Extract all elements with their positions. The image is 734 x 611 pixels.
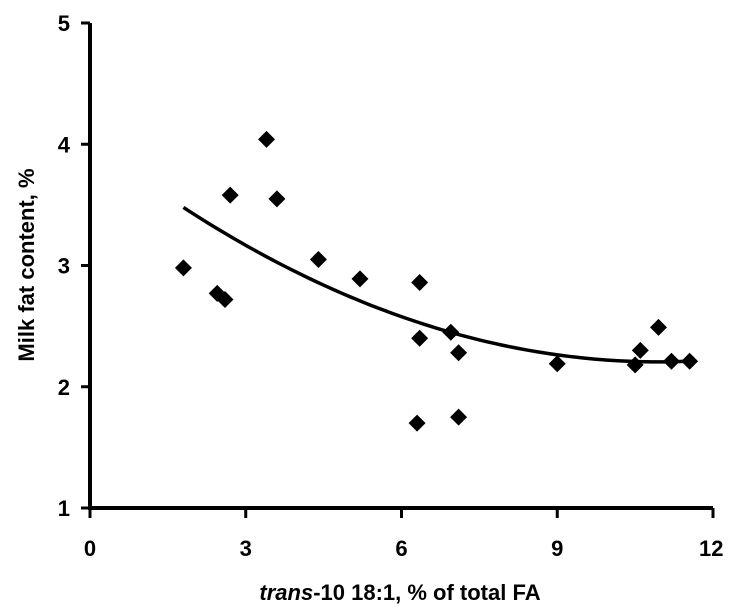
y-tick-label: 2 [58, 375, 70, 400]
y-tick-label: 3 [58, 254, 70, 279]
x-tick-label: 6 [395, 536, 407, 561]
data-point [411, 329, 429, 347]
x-tick-label: 9 [551, 536, 563, 561]
x-tick-label: 12 [699, 536, 723, 561]
data-point [450, 344, 468, 362]
x-axis-title-italic: trans [259, 580, 313, 605]
data-points [174, 130, 699, 432]
y-tick-label: 5 [58, 11, 70, 36]
y-tick-label: 1 [58, 496, 70, 521]
data-point [351, 270, 369, 288]
y-tick-label: 4 [58, 132, 71, 157]
data-point [442, 323, 460, 341]
data-point [631, 341, 649, 359]
data-point [649, 318, 667, 336]
data-point [411, 273, 429, 291]
data-point [548, 355, 566, 373]
x-axis-title-rest: -10 18:1, % of total FA [313, 580, 540, 605]
y-axis-title: Milk fat content, % [14, 168, 39, 361]
data-point [450, 408, 468, 426]
x-tick-label: 0 [84, 536, 96, 561]
data-point [408, 414, 426, 432]
data-point [626, 356, 644, 374]
x-axis-title: trans-10 18:1, % of total FA [259, 580, 540, 605]
data-point [221, 186, 239, 204]
data-point [309, 250, 327, 268]
data-point [174, 259, 192, 277]
x-axis-ticks: 0 3 6 9 12 [84, 508, 723, 561]
trendline [182, 205, 690, 364]
y-axis-ticks: 1 2 3 4 5 [58, 11, 90, 521]
data-point [258, 130, 276, 148]
data-point [268, 190, 286, 208]
data-point [681, 352, 699, 370]
data-point [662, 352, 680, 370]
x-tick-label: 3 [240, 536, 252, 561]
data-point [216, 290, 234, 308]
